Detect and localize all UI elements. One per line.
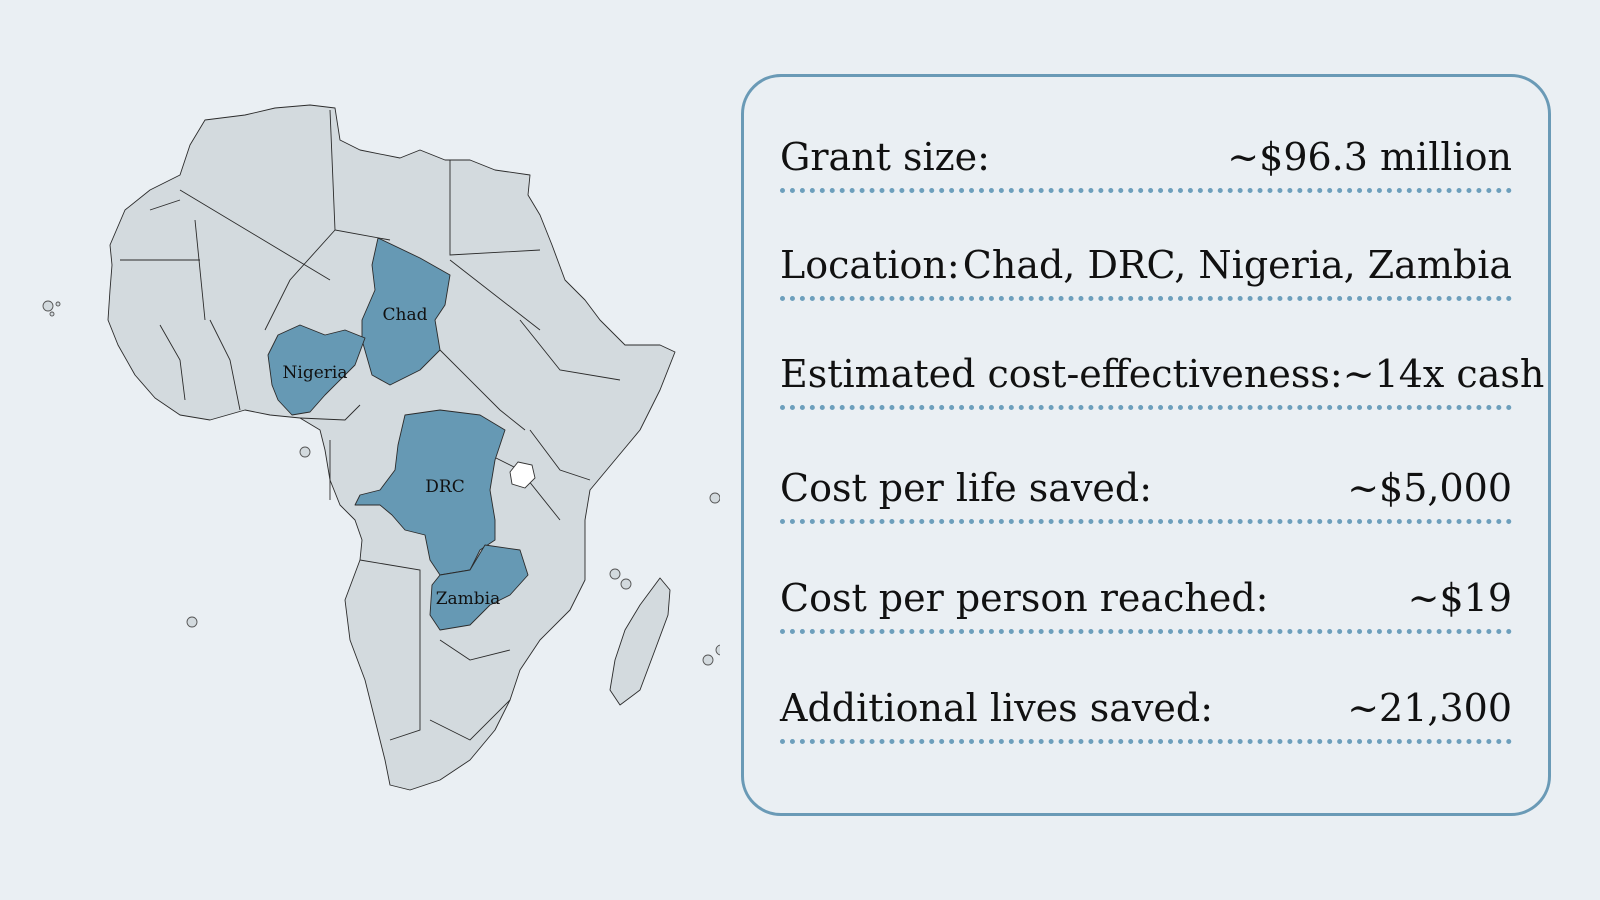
lake-victoria	[509, 461, 536, 489]
detail-value: ~$5,000	[1347, 466, 1512, 510]
detail-row-cost-effectiveness: Estimated cost-effectiveness: ~14x cash	[780, 340, 1544, 410]
detail-label: Additional lives saved:	[780, 686, 1213, 730]
detail-label: Cost per person reached:	[780, 576, 1269, 620]
detail-value: Chad, DRC, Nigeria, Zambia	[962, 243, 1512, 287]
detail-row-lives-saved: Additional lives saved: ~21,300	[780, 674, 1512, 744]
madagascar-shape	[609, 577, 671, 706]
detail-value: ~$19	[1407, 576, 1512, 620]
zambia-shape	[429, 544, 529, 631]
detail-label: Cost per life saved:	[780, 466, 1153, 510]
map-label-zambia: Zambia	[436, 589, 501, 609]
africa-map: Chad Nigeria DRC Zambia	[42, 104, 720, 791]
africa-landmass	[107, 104, 676, 791]
detail-label: Location:	[780, 243, 960, 287]
detail-value: ~14x cash	[1342, 352, 1545, 396]
drc-shape	[354, 409, 506, 576]
map-label-chad: Chad	[383, 305, 428, 325]
detail-row-location: Location: Chad, DRC, Nigeria, Zambia	[780, 231, 1512, 301]
detail-value: ~$96.3 million	[1227, 135, 1512, 179]
detail-row-cost-per-life: Cost per life saved: ~$5,000	[780, 454, 1512, 524]
detail-label: Estimated cost-effectiveness:	[780, 352, 1343, 396]
islands	[42, 300, 720, 666]
detail-row-grant-size: Grant size: ~$96.3 million	[780, 123, 1512, 193]
detail-label: Grant size:	[780, 135, 990, 179]
detail-row-cost-per-person: Cost per person reached: ~$19	[780, 564, 1512, 634]
map-label-drc: DRC	[425, 477, 464, 497]
detail-value: ~21,300	[1347, 686, 1512, 730]
nigeria-shape	[267, 324, 366, 416]
grant-details-card: Grant size: ~$96.3 million Location: Cha…	[741, 74, 1551, 816]
map-label-nigeria: Nigeria	[283, 363, 348, 383]
chad-shape	[361, 237, 451, 386]
